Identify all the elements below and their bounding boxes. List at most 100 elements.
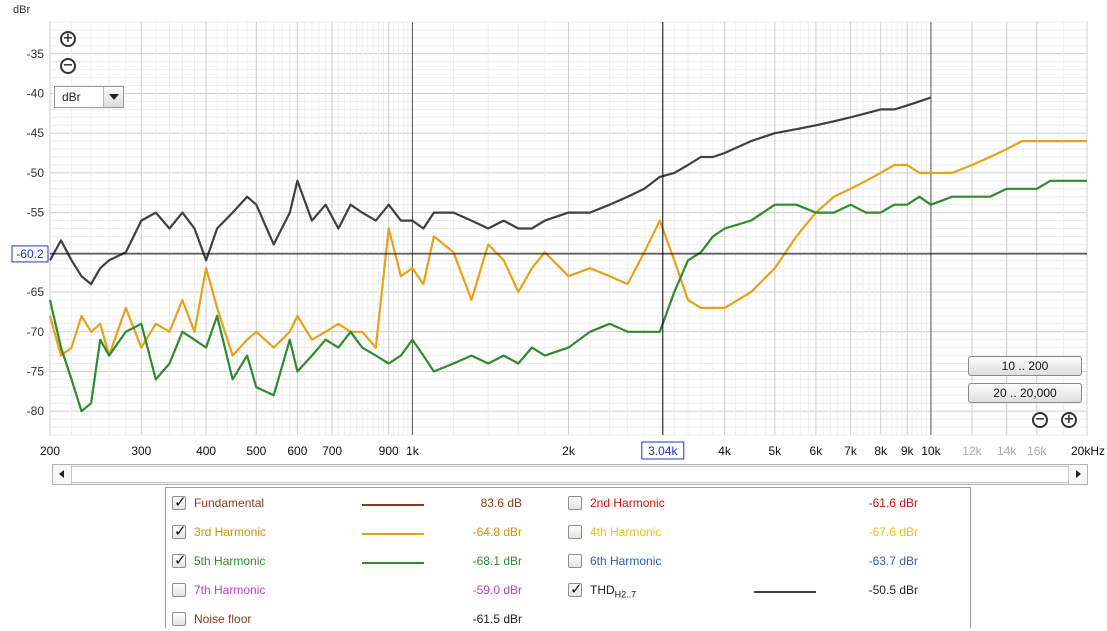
legend-panel: ✓ Fundamental 83.6 dB 2nd Harmonic -61.6 dBr…	[165, 487, 971, 628]
y-tick-label: -75	[27, 364, 45, 378]
legend-swatch	[754, 591, 816, 593]
unit-dropdown-value: dBr	[62, 90, 81, 104]
x-tick-label: 10k	[921, 444, 941, 458]
legend-item[interactable]: ✓ 5th Harmonic -68.1 dBr	[172, 551, 562, 573]
legend-item[interactable]: ✓ 3rd Harmonic -64.8 dBr	[172, 522, 562, 544]
legend-checkbox[interactable]: ✓	[172, 522, 187, 540]
legend-swatch	[362, 504, 424, 506]
checkmark-icon: ✓	[570, 580, 583, 598]
zoom-in-x-icon[interactable]: +	[1061, 412, 1077, 428]
y-tick-label: -80	[27, 404, 45, 418]
x-tick-label: 7k	[844, 444, 858, 458]
y-tick-label: -35	[27, 47, 45, 61]
legend-swatch	[362, 533, 424, 535]
x-tick-label: 1k	[406, 444, 420, 458]
scrollbar-thumb[interactable]	[71, 466, 1083, 483]
cursor-y-readout: -60.2	[16, 247, 44, 261]
legend-label-text: 7th Harmonic	[194, 583, 266, 597]
legend-checkbox[interactable]	[568, 525, 582, 539]
x-tick-label: 20kHz	[1071, 444, 1105, 458]
legend-label-text: 3rd Harmonic	[194, 525, 267, 539]
x-tick-label: 400	[196, 444, 216, 458]
checkmark-icon: ✓	[174, 522, 187, 540]
legend-label: Fundamental	[194, 496, 264, 510]
y-tick-label: -55	[27, 206, 45, 220]
series-line	[48, 179, 1087, 413]
x-tick-label: 900	[379, 444, 399, 458]
legend-label-text: 5th Harmonic	[194, 554, 266, 568]
horizontal-scrollbar[interactable]	[52, 464, 1088, 485]
legend-label: 4th Harmonic	[590, 525, 661, 539]
legend-value: -67.6 dBr	[868, 525, 918, 539]
legend-label-text: 6th Harmonic	[590, 554, 662, 568]
chevron-down-icon[interactable]	[103, 87, 123, 107]
cursor-x-badge	[641, 441, 685, 460]
cursor-x-readout: 3.04k	[648, 444, 678, 458]
legend-label: 7th Harmonic	[194, 583, 265, 597]
legend-value: -64.8 dBr	[472, 525, 522, 539]
legend-checkbox[interactable]	[172, 612, 186, 626]
harmonic-distortion-chart: dBr -35-40-45-50-55-60-65-70-75-80 20030…	[11, 4, 1105, 460]
scroll-left-icon[interactable]	[53, 465, 72, 484]
legend-checkbox[interactable]	[568, 496, 582, 510]
legend-label-text: Noise floor	[194, 612, 252, 626]
legend-item[interactable]: 7th Harmonic -59.0 dBr	[172, 582, 562, 602]
x-tick-label: 2k	[562, 444, 576, 458]
x-tick-label: 14k	[997, 444, 1017, 458]
range-20-20000-button[interactable]: 20 .. 20,000	[968, 383, 1082, 403]
legend-checkbox[interactable]: ✓	[172, 551, 187, 569]
x-tick-label: 700	[322, 444, 342, 458]
y-tick-label: -50	[27, 166, 45, 180]
legend-label: 2nd Harmonic	[590, 496, 665, 510]
x-tick-label: 6k	[810, 444, 824, 458]
zoom-in-icon[interactable]: +	[60, 31, 76, 47]
checkmark-icon: ✓	[174, 551, 187, 569]
legend-value: -63.7 dBr	[868, 554, 918, 568]
y-tick-label: -65	[27, 285, 45, 299]
legend-label: Noise floor	[194, 612, 251, 626]
scroll-right-icon[interactable]	[1068, 465, 1087, 484]
legend-checkbox[interactable]: ✓	[568, 580, 583, 598]
legend-checkbox[interactable]: ✓	[172, 493, 187, 511]
range-10-200-button[interactable]: 10 .. 200	[968, 356, 1082, 376]
legend-value: 83.6 dB	[480, 496, 522, 510]
legend-checkbox[interactable]	[172, 583, 186, 597]
legend-label: 3rd Harmonic	[194, 525, 266, 539]
x-tick-label: 16k	[1027, 444, 1047, 458]
y-tick-label: -45	[27, 126, 45, 140]
y-tick-label: -70	[27, 325, 45, 339]
legend-item[interactable]: ✓ THDH2..7 -50.5 dBr	[568, 580, 958, 602]
zoom-out-icon[interactable]: −	[60, 58, 76, 74]
legend-item[interactable]: Noise floor -61.5 dBr	[172, 611, 562, 631]
y-tick-label: -40	[27, 86, 45, 100]
x-tick-label: 500	[246, 444, 266, 458]
x-tick-label: 4k	[718, 444, 732, 458]
legend-item[interactable]: 2nd Harmonic -61.6 dBr	[568, 495, 958, 515]
series-line	[49, 96, 932, 286]
legend-label: 5th Harmonic	[194, 554, 265, 568]
legend-label: THDH2..7	[590, 583, 636, 599]
x-tick-label: 600	[287, 444, 307, 458]
cursor-y-badge	[11, 245, 49, 263]
checkmark-icon: ✓	[174, 493, 187, 511]
y-axis-unit-label: dBr	[13, 4, 30, 16]
x-tick-label: 300	[131, 444, 151, 458]
x-tick-label: 9k	[901, 444, 915, 458]
legend-item[interactable]: ✓ Fundamental 83.6 dB	[172, 493, 562, 515]
legend-label-subscript: H2..7	[614, 589, 637, 600]
legend-value: -50.5 dBr	[868, 583, 918, 597]
legend-checkbox[interactable]	[568, 554, 582, 568]
legend-label: 6th Harmonic	[590, 554, 661, 568]
x-tick-label: 5k	[768, 444, 782, 458]
legend-item[interactable]: 6th Harmonic -63.7 dBr	[568, 553, 958, 573]
legend-label-text: Fundamental	[194, 496, 265, 510]
unit-dropdown[interactable]: dBr	[54, 86, 124, 108]
legend-item[interactable]: 4th Harmonic -67.6 dBr	[568, 524, 958, 544]
zoom-out-x-icon[interactable]: −	[1032, 412, 1048, 428]
legend-value: -68.1 dBr	[472, 554, 522, 568]
legend-value: -59.0 dBr	[472, 583, 522, 597]
x-tick-label: 200	[40, 444, 60, 458]
x-tick-label: 12k	[962, 444, 982, 458]
legend-label-text: 2nd Harmonic	[590, 496, 665, 510]
legend-label-text: 4th Harmonic	[590, 525, 662, 539]
